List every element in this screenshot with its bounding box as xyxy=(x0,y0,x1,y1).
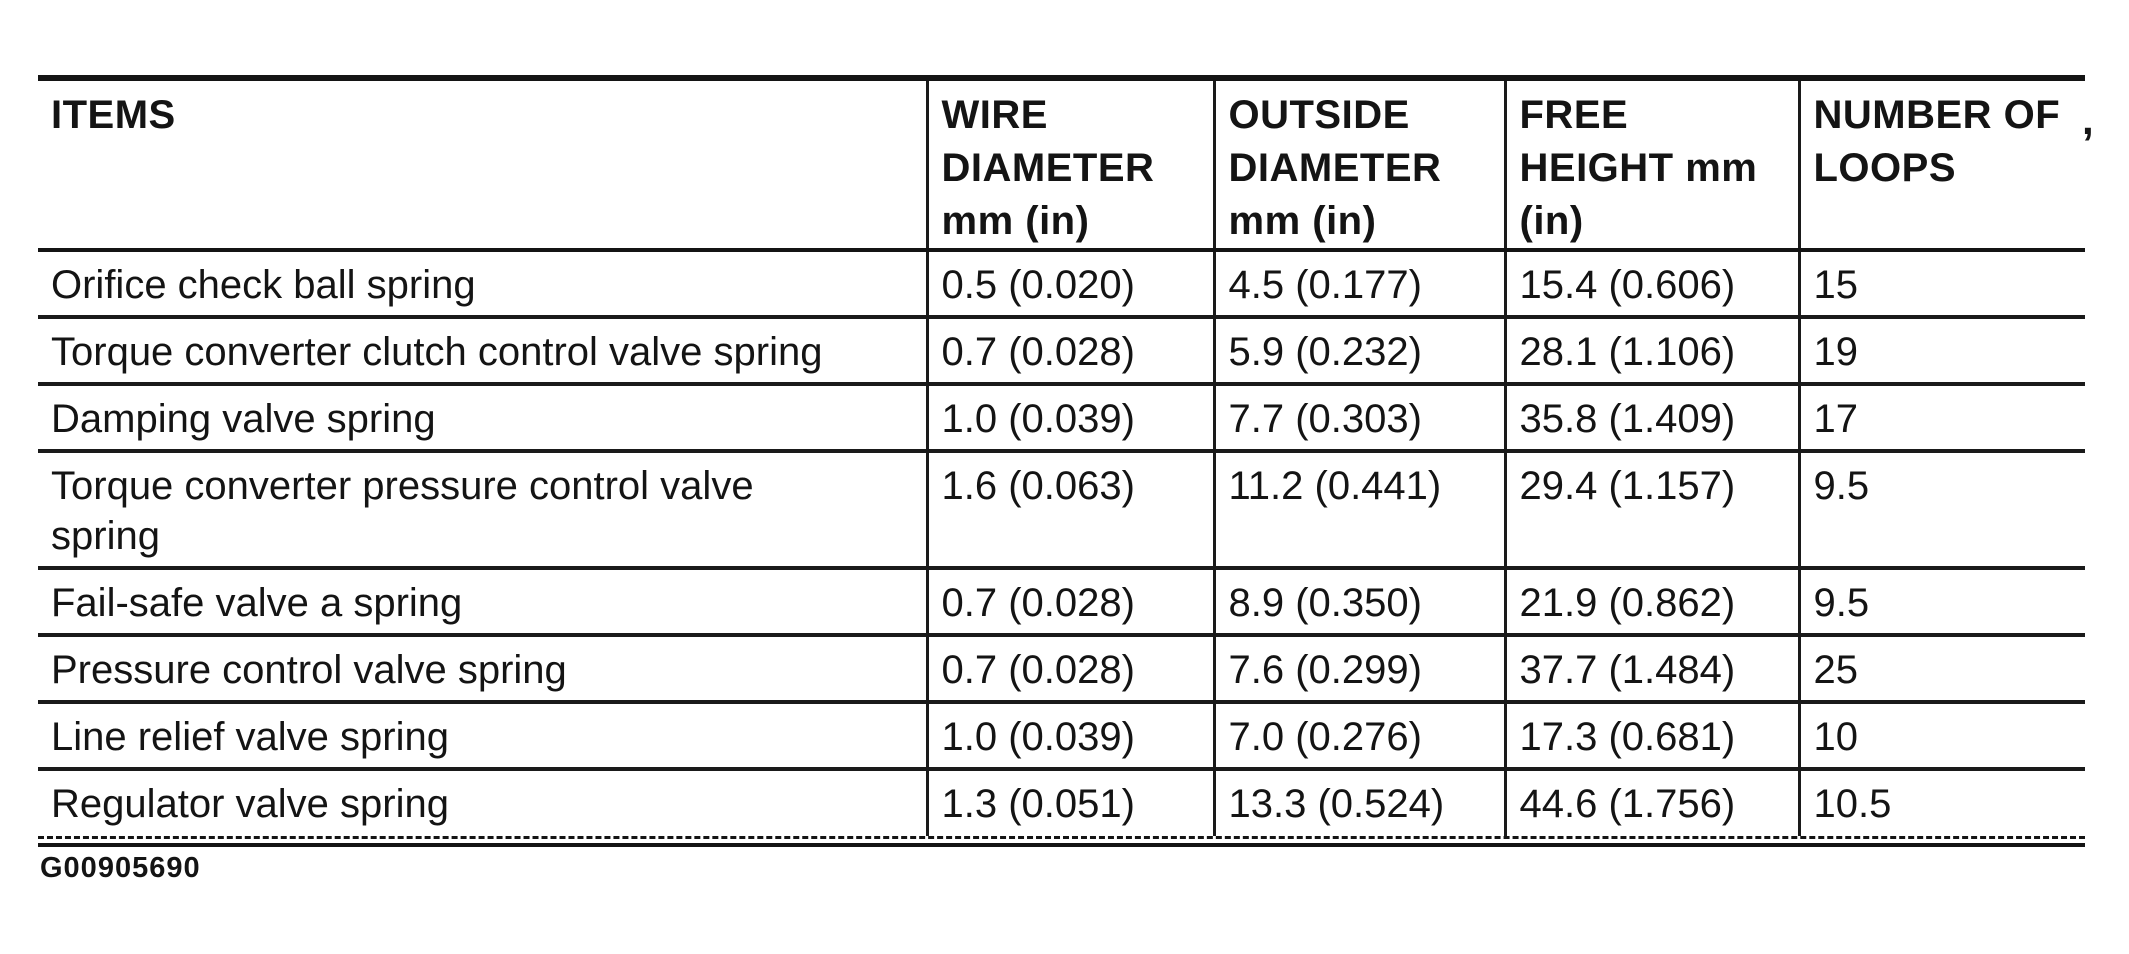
item-line: Pressure control valve spring xyxy=(51,648,567,692)
item-cell: Line relief valve spring xyxy=(38,702,927,771)
column-header-line: NUMBER OF xyxy=(1813,93,2061,137)
item-line: Torque converter clutch control valve sp… xyxy=(51,330,823,374)
wire-diameter-cell: 0.7 (0.028) xyxy=(925,568,1214,637)
free-height-cell: 44.6 (1.756) xyxy=(1503,769,1799,836)
wire-diameter-cell: 1.0 (0.039) xyxy=(925,702,1214,771)
number-of-loops-cell: 9.5 xyxy=(1797,451,2085,570)
column-header-line: mm (in) xyxy=(1228,199,1377,243)
free-height-cell: 35.8 (1.409) xyxy=(1503,384,1799,453)
outside-diameter-cell: 7.7 (0.303) xyxy=(1212,384,1505,453)
scan-artifact-mark: , xyxy=(2082,96,2094,143)
spec-table: ITEMS WIRE DIAMETER mm (in) OUTSIDE DIAMETE… xyxy=(38,75,2085,836)
outside-diameter-cell: 5.9 (0.232) xyxy=(1212,317,1505,386)
spring-specifications-table: ITEMS WIRE DIAMETER mm (in) OUTSIDE DIAMETE… xyxy=(38,75,2085,847)
free-height-cell: 17.3 (0.681) xyxy=(1503,702,1799,771)
number-of-loops-cell: 17 xyxy=(1797,384,2085,453)
item-cell: Pressure control valve spring xyxy=(38,635,927,704)
wire-diameter-cell: 0.7 (0.028) xyxy=(925,635,1214,704)
free-height-cell: 21.9 (0.862) xyxy=(1503,568,1799,637)
table-row: Orifice check ball spring 0.5 (0.020) 4.5 … xyxy=(38,250,2085,319)
column-header-number-of-loops: NUMBER OF LOOPS xyxy=(1797,78,2085,252)
number-of-loops-cell: 15 xyxy=(1797,250,2085,319)
free-height-cell: 15.4 (0.606) xyxy=(1503,250,1799,319)
outside-diameter-cell: 11.2 (0.441) xyxy=(1212,451,1505,570)
wire-diameter-cell: 1.0 (0.039) xyxy=(925,384,1214,453)
table-header: ITEMS WIRE DIAMETER mm (in) OUTSIDE DIAMETE… xyxy=(38,78,2085,252)
table-row: Pressure control valve spring 0.7 (0.028)… xyxy=(38,635,2085,704)
outside-diameter-cell: 7.6 (0.299) xyxy=(1212,635,1505,704)
table-row: Damping valve spring 1.0 (0.039) 7.7 (0.30… xyxy=(38,384,2085,453)
outside-diameter-cell: 8.9 (0.350) xyxy=(1212,568,1505,637)
wire-diameter-cell: 0.5 (0.020) xyxy=(925,250,1214,319)
number-of-loops-cell: 19 xyxy=(1797,317,2085,386)
item-cell: Orifice check ball spring xyxy=(38,250,927,319)
item-line: Torque converter pressure control valve xyxy=(51,464,754,508)
column-header-line: LOOPS xyxy=(1813,146,1957,190)
table-row: Torque converter clutch control valve sp… xyxy=(38,317,2085,386)
column-header-line: DIAMETER xyxy=(941,146,1155,190)
item-line: Regulator valve spring xyxy=(51,782,449,826)
item-cell: Damping valve spring xyxy=(38,384,927,453)
item-line: spring xyxy=(51,514,160,558)
free-height-cell: 28.1 (1.106) xyxy=(1503,317,1799,386)
figure-code: G00905690 xyxy=(40,852,201,884)
number-of-loops-cell: 9.5 xyxy=(1797,568,2085,637)
table-row: Line relief valve spring 1.0 (0.039) 7.0 (… xyxy=(38,702,2085,771)
item-line: Line relief valve spring xyxy=(51,715,449,759)
number-of-loops-cell: 10.5 xyxy=(1797,769,2085,836)
outside-diameter-cell: 4.5 (0.177) xyxy=(1212,250,1505,319)
header-row: ITEMS WIRE DIAMETER mm (in) OUTSIDE DIAMETE… xyxy=(38,78,2085,252)
column-header-line: mm (in) xyxy=(941,199,1090,243)
table-bottom-rule xyxy=(38,836,2085,847)
item-line: Damping valve spring xyxy=(51,397,436,441)
item-line: Fail-safe valve a spring xyxy=(51,581,463,625)
column-header-outside-diameter: OUTSIDE DIAMETER mm (in) xyxy=(1212,78,1505,252)
item-cell: Torque converter pressure control valve s… xyxy=(38,451,927,570)
wire-diameter-cell: 1.6 (0.063) xyxy=(925,451,1214,570)
item-cell: Regulator valve spring xyxy=(38,769,927,836)
number-of-loops-cell: 25 xyxy=(1797,635,2085,704)
wire-diameter-cell: 1.3 (0.051) xyxy=(925,769,1214,836)
item-line: Orifice check ball spring xyxy=(51,263,476,307)
number-of-loops-cell: 10 xyxy=(1797,702,2085,771)
column-header-free-height: FREE HEIGHT mm (in) xyxy=(1503,78,1799,252)
free-height-cell: 37.7 (1.484) xyxy=(1503,635,1799,704)
column-header-line: ITEMS xyxy=(51,93,176,137)
table-row: Fail-safe valve a spring 0.7 (0.028) 8.9 (… xyxy=(38,568,2085,637)
wire-diameter-cell: 0.7 (0.028) xyxy=(925,317,1214,386)
column-header-line: DIAMETER xyxy=(1228,146,1442,190)
column-header-items: ITEMS xyxy=(38,78,927,252)
item-cell: Fail-safe valve a spring xyxy=(38,568,927,637)
item-cell: Torque converter clutch control valve sp… xyxy=(38,317,927,386)
column-header-line: OUTSIDE xyxy=(1228,93,1410,137)
column-header-line: FREE xyxy=(1519,93,1629,137)
column-header-line: HEIGHT mm xyxy=(1519,146,1758,190)
outside-diameter-cell: 7.0 (0.276) xyxy=(1212,702,1505,771)
free-height-cell: 29.4 (1.157) xyxy=(1503,451,1799,570)
column-header-wire-diameter: WIRE DIAMETER mm (in) xyxy=(925,78,1214,252)
table-body: Orifice check ball spring 0.5 (0.020) 4.5 … xyxy=(38,250,2085,836)
table-row: Torque converter pressure control valve s… xyxy=(38,451,2085,570)
outside-diameter-cell: 13.3 (0.524) xyxy=(1212,769,1505,836)
table-row: Regulator valve spring 1.3 (0.051) 13.3 (0… xyxy=(38,769,2085,836)
column-header-line: WIRE xyxy=(941,93,1048,137)
column-header-line: (in) xyxy=(1519,199,1584,243)
